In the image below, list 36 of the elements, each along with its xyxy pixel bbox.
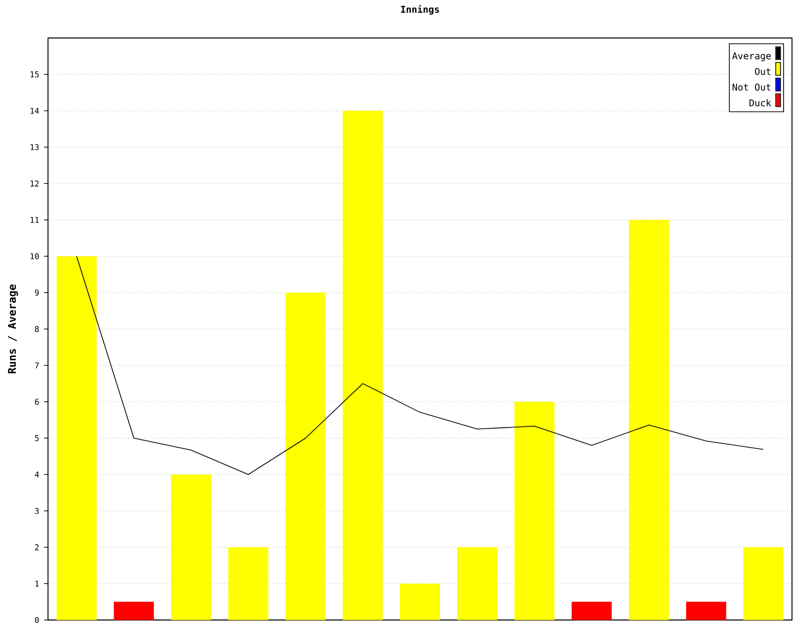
bar bbox=[572, 602, 612, 620]
bar bbox=[228, 547, 268, 620]
bar bbox=[114, 602, 154, 620]
y-tick-label: 11 bbox=[30, 216, 39, 223]
bar bbox=[400, 584, 440, 620]
bar bbox=[686, 602, 726, 620]
legend-label: Out bbox=[755, 68, 770, 75]
bar bbox=[56, 256, 97, 620]
y-tick-label: 1 bbox=[35, 580, 39, 587]
legend-label: Not Out bbox=[732, 84, 770, 91]
y-tick-label: 2 bbox=[35, 544, 39, 550]
y-tick-label: 13 bbox=[30, 144, 39, 150]
y-axis-title: Runs / Average bbox=[8, 284, 18, 374]
bar bbox=[286, 292, 326, 620]
y-tick-label: 10 bbox=[30, 253, 39, 260]
y-tick-label: 6 bbox=[35, 398, 39, 405]
y-tick-label: 4 bbox=[34, 472, 39, 478]
line-series bbox=[76, 256, 764, 475]
bar bbox=[342, 110, 383, 620]
y-tick-label: 7 bbox=[35, 362, 39, 368]
y-tick-label: 8 bbox=[34, 326, 39, 332]
bar bbox=[457, 547, 498, 620]
y-tick-label: 3 bbox=[35, 508, 39, 514]
y-tick-label: 0 bbox=[35, 616, 39, 624]
y-tick-label: 14 bbox=[30, 108, 39, 114]
bar bbox=[743, 547, 784, 620]
legend-label: Average bbox=[732, 52, 771, 62]
bar bbox=[514, 402, 554, 620]
chart-title: Innings bbox=[401, 5, 439, 15]
y-tick-label: 5 bbox=[35, 435, 39, 442]
y-tick-label: 12 bbox=[30, 180, 39, 186]
bar bbox=[628, 220, 669, 620]
legend-label: Duck bbox=[749, 99, 772, 106]
y-tick-label: 9 bbox=[34, 290, 39, 296]
y-tick-label: 15 bbox=[30, 71, 39, 78]
bar bbox=[171, 474, 212, 620]
